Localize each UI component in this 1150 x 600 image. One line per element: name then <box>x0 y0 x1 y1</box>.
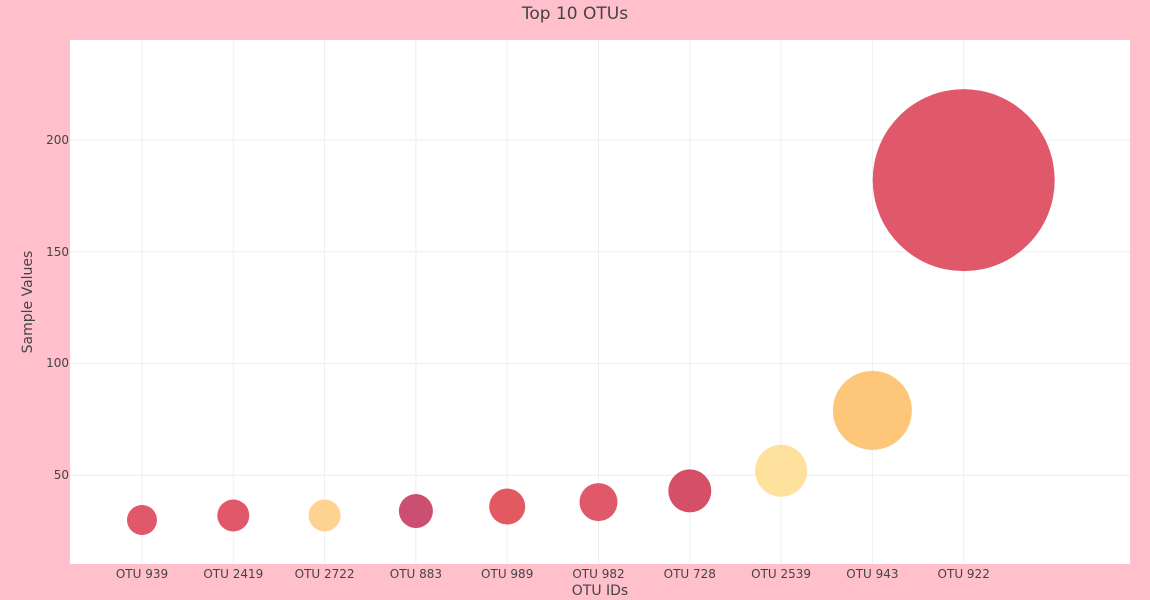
x-tick-label: OTU 728 <box>663 567 716 581</box>
bubble-marker[interactable] <box>668 469 712 513</box>
bubble-marker[interactable] <box>832 370 912 450</box>
bubble-marker[interactable] <box>872 89 1055 272</box>
x-tick-label: OTU 2419 <box>203 567 264 581</box>
bubble-marker[interactable] <box>308 499 341 532</box>
x-tick-label: OTU 2722 <box>294 567 355 581</box>
x-tick-label: OTU 939 <box>115 567 169 581</box>
chart-title: Top 10 OTUs <box>521 4 629 24</box>
x-tick-label: OTU 922 <box>937 567 990 581</box>
x-tick-label: OTU 989 <box>481 567 534 581</box>
y-tick-label: 100 <box>46 356 69 371</box>
x-tick-label: OTU 2539 <box>751 567 812 581</box>
y-tick-label: 150 <box>46 244 69 259</box>
bubble-marker[interactable] <box>489 488 526 525</box>
x-axis-label: OTU IDs <box>571 583 629 599</box>
bubble-marker[interactable] <box>755 444 808 497</box>
y-tick-label: 50 <box>53 468 69 483</box>
y-tick-label: 200 <box>46 132 69 147</box>
bubble-marker[interactable] <box>127 504 157 535</box>
bubble-marker[interactable] <box>217 499 250 532</box>
x-tick-label: OTU 943 <box>846 567 899 581</box>
bubble-marker[interactable] <box>398 494 433 529</box>
x-tick-label: OTU 982 <box>572 567 625 581</box>
x-tick-label: OTU 883 <box>389 567 443 581</box>
bubble-marker[interactable] <box>579 483 618 522</box>
